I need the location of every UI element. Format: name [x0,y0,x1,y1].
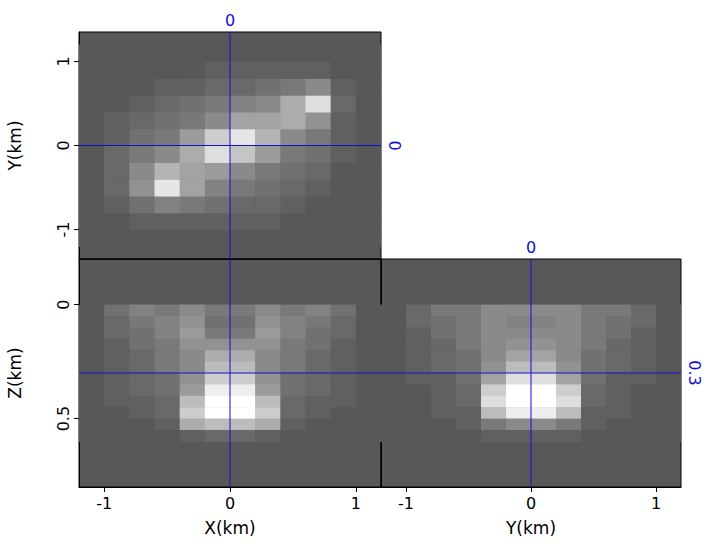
svg-text:1: 1 [651,494,661,513]
svg-text:Y(km): Y(km) [5,120,25,171]
svg-text:-1: -1 [398,494,414,513]
svg-text:0: 0 [225,11,235,30]
svg-text:Z(km): Z(km) [5,347,25,398]
svg-text:0: 0 [526,494,536,513]
svg-text:-1: -1 [54,222,73,238]
svg-text:0.5: 0.5 [54,406,73,431]
svg-text:0: 0 [385,140,404,150]
svg-text:Y(km): Y(km) [505,518,556,538]
svg-text:1: 1 [54,56,73,66]
svg-text:X(km): X(km) [204,518,255,538]
svg-text:0.3: 0.3 [685,360,704,385]
svg-text:0: 0 [526,238,536,257]
svg-text:0: 0 [54,140,73,150]
svg-text:-1: -1 [96,494,112,513]
svg-text:1: 1 [351,494,361,513]
svg-text:0: 0 [225,494,235,513]
svg-text:0: 0 [54,300,73,310]
